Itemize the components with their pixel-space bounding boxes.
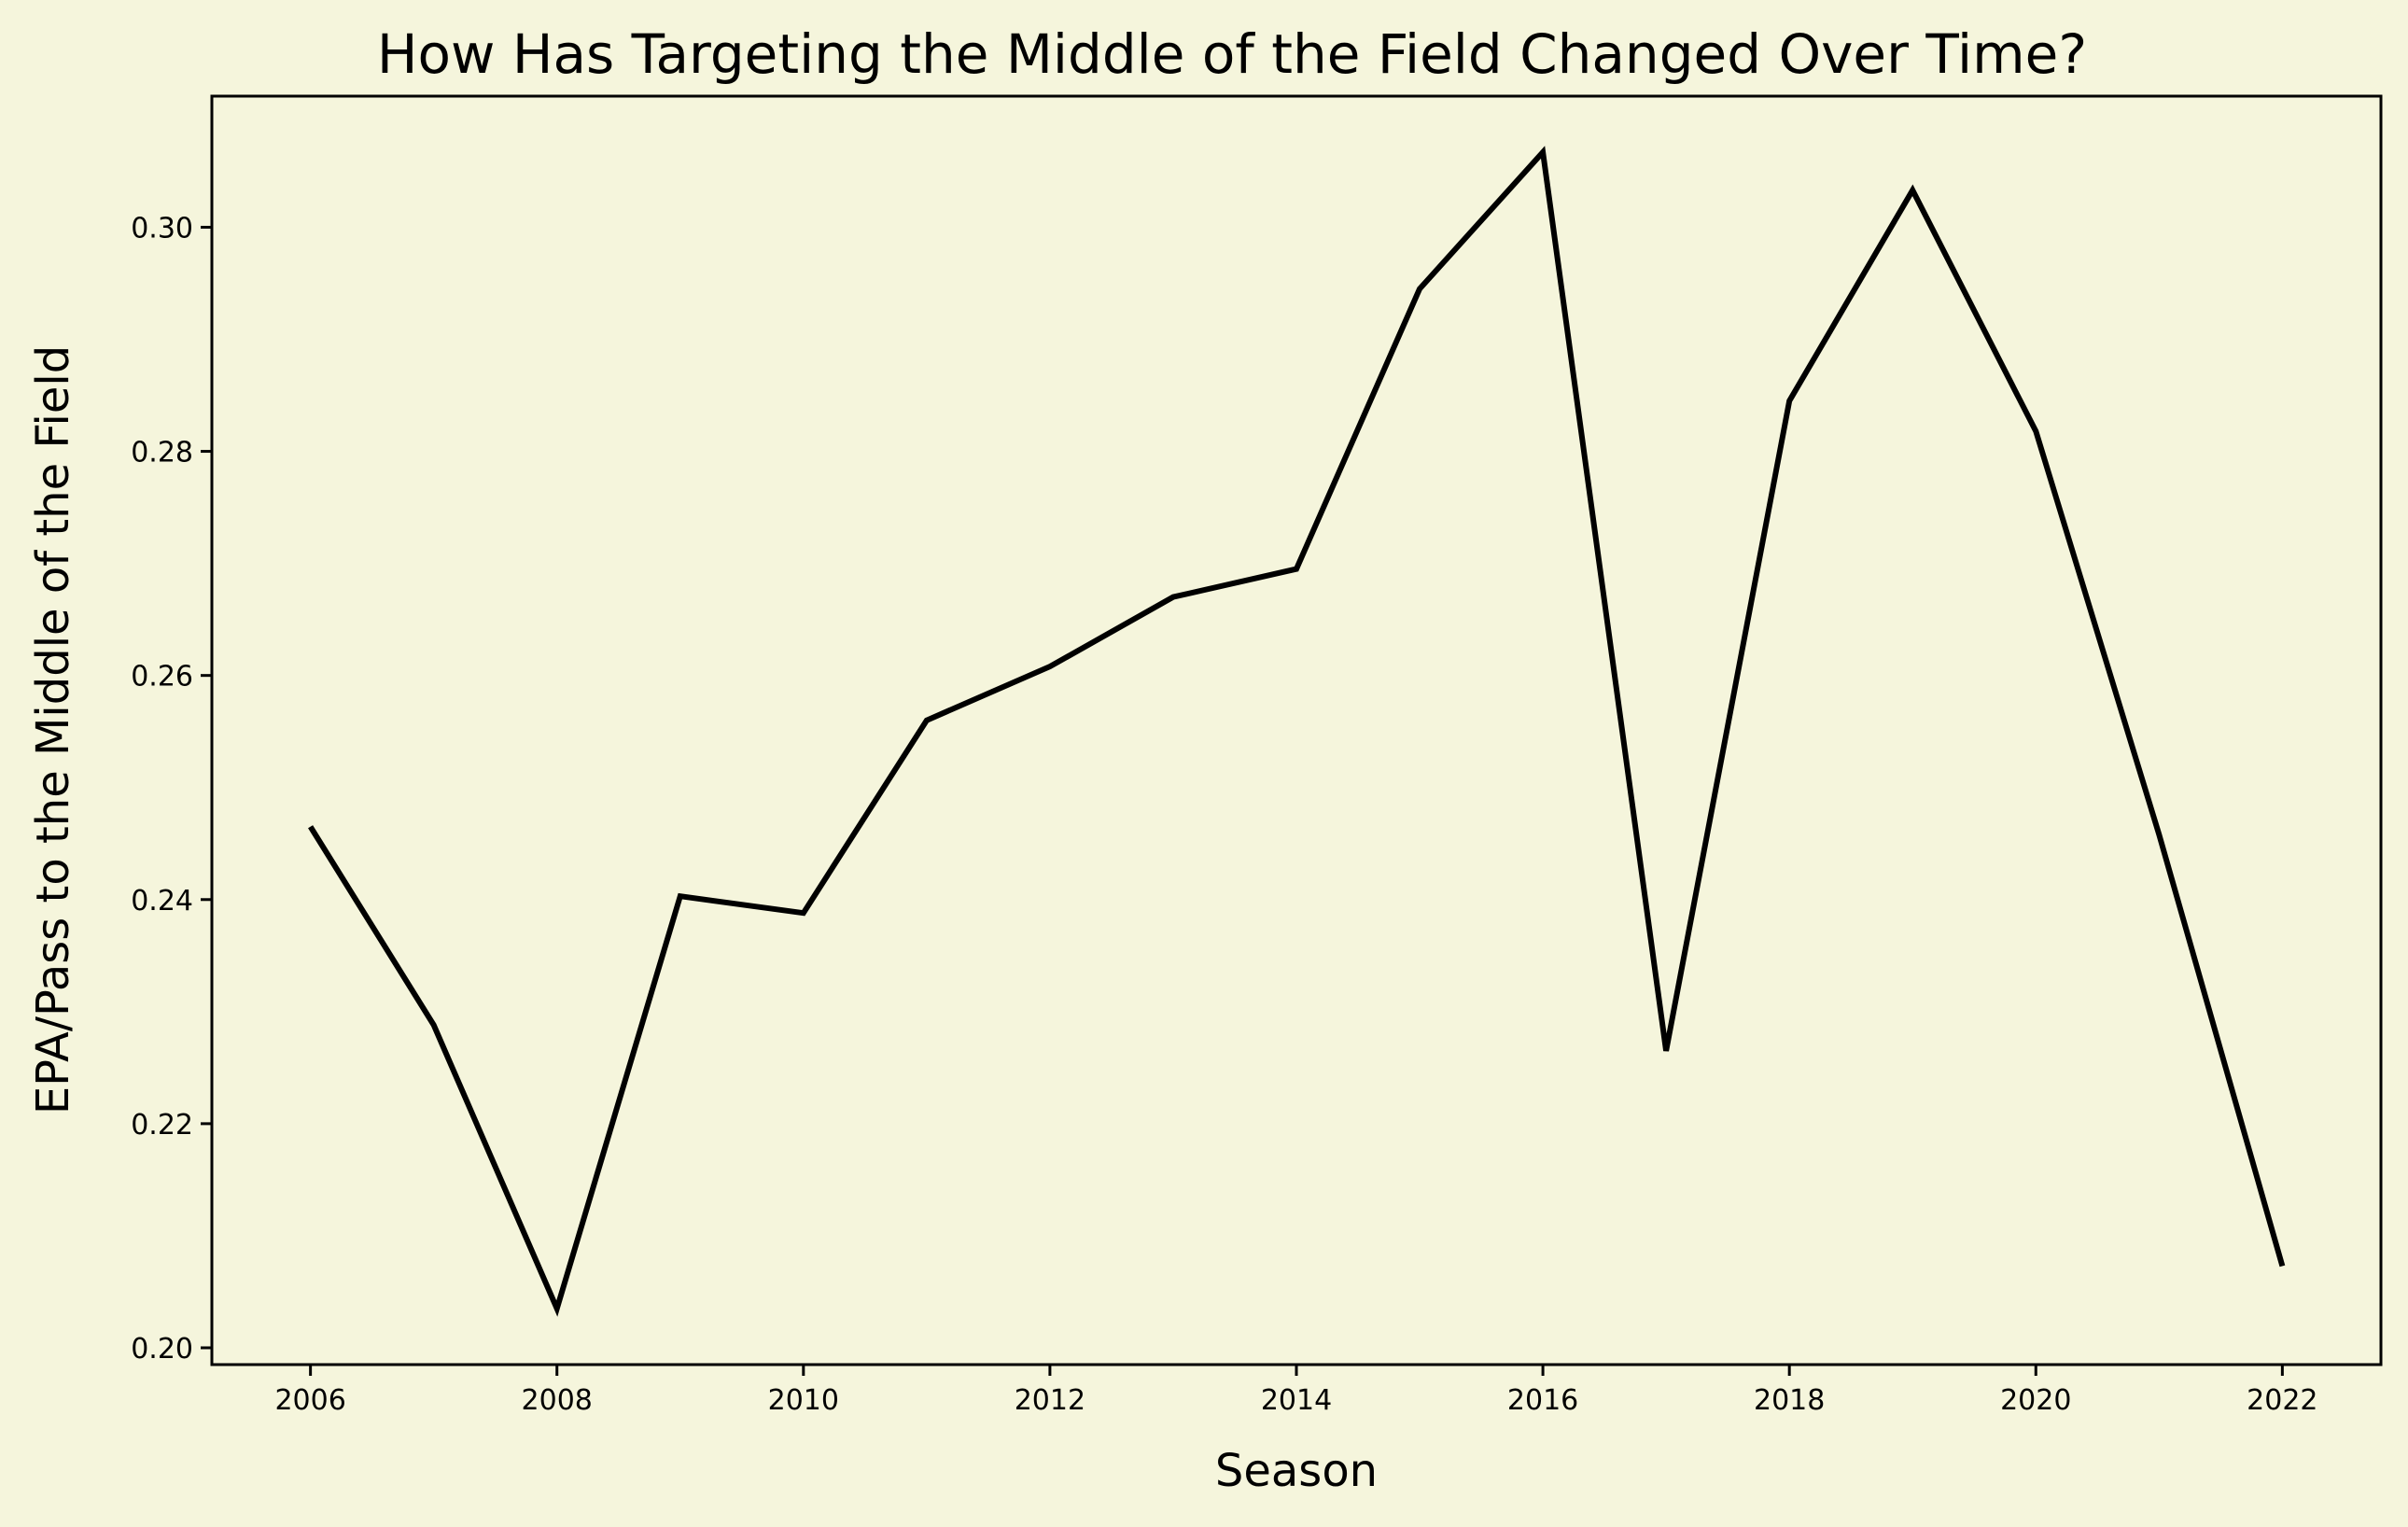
x-tick-label: 2008 [522,1384,593,1417]
x-axis-label: Season [1215,1445,1378,1497]
chart-title: How Has Targeting the Middle of the Fiel… [377,22,2087,86]
x-tick-label: 2018 [1754,1384,1825,1417]
y-axis-ticks: 0.20 0.22 0.24 0.26 0.28 0.30 [131,212,212,1366]
x-axis-ticks: 2006 2008 2010 2012 2014 2016 2018 2020 2022 [274,1365,2318,1417]
series-line [308,146,2286,1317]
y-tick-label: 0.24 [131,885,193,918]
y-tick-label: 0.30 [131,212,193,245]
x-tick-label: 2020 [2000,1384,2071,1417]
y-tick-label: 0.20 [131,1333,193,1366]
plot-frame [210,94,2383,1366]
y-tick-label: 0.22 [131,1109,193,1142]
x-tick-label: 2006 [274,1384,345,1417]
x-tick-label: 2014 [1261,1384,1332,1417]
x-tick-label: 2016 [1507,1384,1578,1417]
x-tick-label: 2010 [768,1384,839,1417]
y-tick-label: 0.28 [131,437,193,469]
x-tick-label: 2012 [1015,1384,1085,1417]
y-tick-label: 0.26 [131,661,193,693]
y-axis-label: EPA/Pass to the Middle of the Field [27,345,79,1114]
x-tick-label: 2022 [2247,1384,2317,1417]
